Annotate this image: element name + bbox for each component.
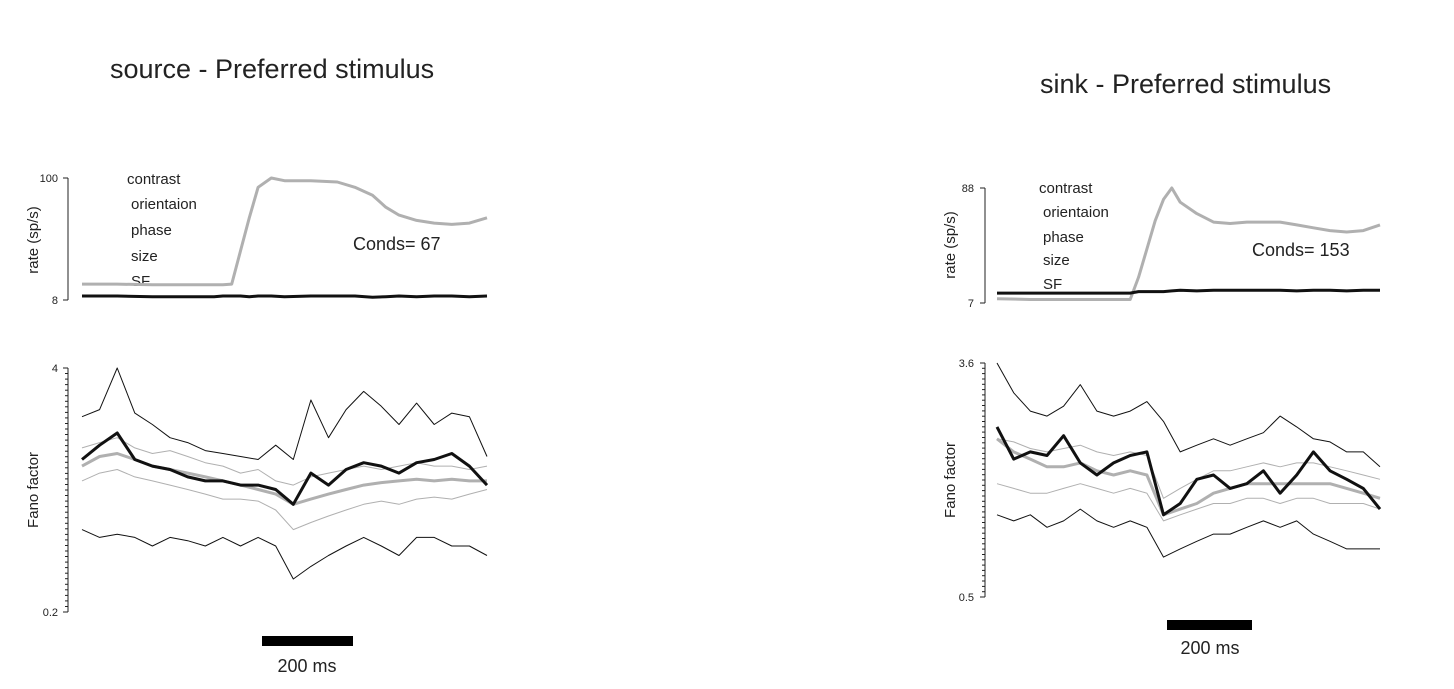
time-scale-bar — [262, 636, 353, 646]
fano-minor-ticks — [63, 367, 68, 613]
conds-annotation: Conds= 153 — [1252, 240, 1350, 260]
fano-series-line-5 — [996, 508, 1380, 558]
rate-series-line-1 — [82, 294, 488, 299]
param-phase: phase — [1043, 229, 1084, 246]
rate-tick-label-bottom: 7 — [968, 298, 974, 310]
param-sf: SF — [131, 273, 150, 290]
rate-series-group — [996, 186, 1381, 301]
fano-series-line-2 — [81, 469, 488, 531]
time-scale-label: 200 ms — [277, 656, 336, 676]
panel-title: source - Preferred stimulus — [110, 54, 434, 84]
rate-y-label: rate (sp/s) — [25, 206, 42, 274]
rate-series-line-0 — [82, 176, 488, 287]
fano-y-label: Fano factor — [25, 452, 42, 528]
param-contrast: contrast — [1039, 180, 1093, 197]
fano-tick-label-bottom: 0.5 — [959, 592, 974, 604]
param-sf: SF — [1043, 276, 1062, 293]
fano-series-line-1 — [996, 438, 1381, 499]
panel-title: sink - Preferred stimulus — [1040, 69, 1331, 99]
fano-series-line-0 — [996, 362, 1381, 468]
time-scale-bar — [1167, 620, 1252, 630]
fano-y-label: Fano factor — [942, 442, 959, 518]
fano-tick-label-top: 4 — [52, 363, 58, 375]
fano-tick-label-bottom: 0.2 — [43, 607, 58, 619]
fano-series-group — [995, 362, 1382, 558]
param-orientation: orientaion — [131, 196, 197, 213]
fano-minor-ticks — [980, 362, 985, 598]
rate-tick-label-top: 100 — [40, 173, 58, 185]
fano-series-line-3 — [996, 437, 1381, 517]
rate-series-line-0 — [996, 186, 1381, 301]
rate-series-line-1 — [997, 288, 1380, 295]
param-size: size — [131, 248, 158, 265]
rate-tick-label-top: 88 — [962, 183, 974, 195]
panel-sink: sink - Preferred stimulus 88 7 rate (sp/… — [942, 69, 1382, 658]
fano-series-line-4 — [81, 431, 489, 506]
fano-series-line-2 — [996, 483, 1381, 522]
param-phase: phase — [131, 222, 172, 239]
rate-y-label: rate (sp/s) — [942, 211, 959, 279]
rate-series-group — [82, 176, 488, 299]
fano-series-line-4 — [995, 426, 1382, 517]
fano-series-group — [81, 367, 489, 580]
rate-tick-label-bottom: 8 — [52, 295, 58, 307]
param-orientation: orientaion — [1043, 204, 1109, 221]
param-size: size — [1043, 252, 1070, 269]
conds-annotation: Conds= 67 — [353, 234, 441, 254]
time-scale-label: 200 ms — [1180, 638, 1239, 658]
fano-tick-label-top: 3.6 — [959, 358, 974, 370]
panel-source: source - Preferred stimulus 100 8 rate (… — [25, 54, 489, 676]
fano-series-line-0 — [81, 367, 488, 460]
param-contrast: contrast — [127, 171, 181, 188]
fano-series-line-5 — [81, 529, 488, 580]
